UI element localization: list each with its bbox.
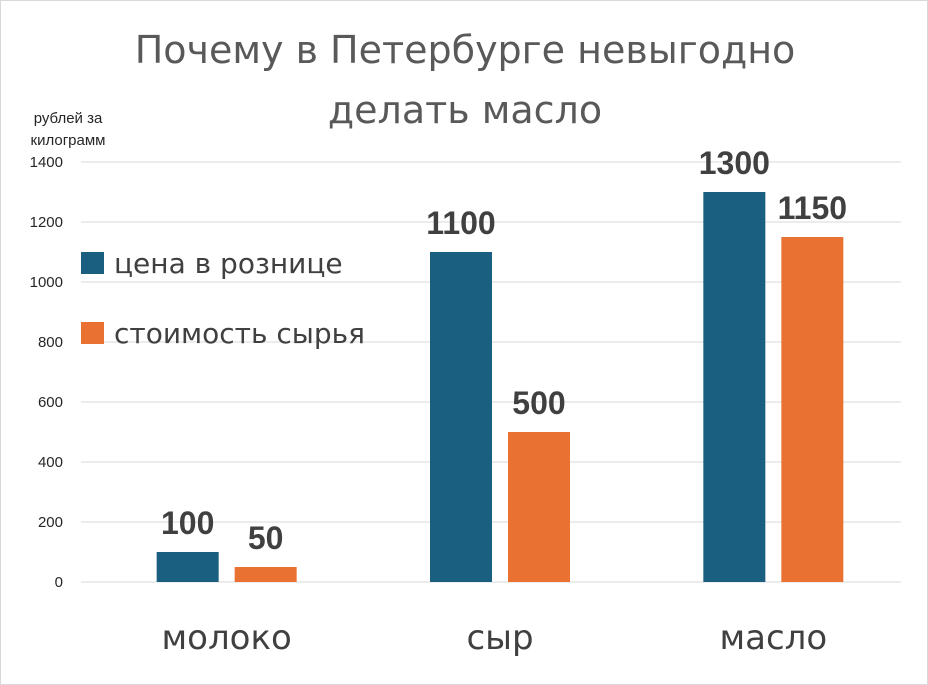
y-tick-label: 200	[38, 514, 63, 531]
y-axis-ticks: 0 200 400 600 800 1000 1200 1400	[30, 154, 63, 591]
legend-item: цена в рознице	[81, 247, 343, 280]
category-label: сыр	[466, 618, 533, 658]
bar	[234, 567, 297, 582]
y-tick-label: 1200	[30, 214, 63, 231]
chart-title-line-2: делать масло	[328, 88, 602, 132]
bar	[430, 252, 492, 582]
y-tick-label: 800	[38, 334, 63, 351]
legend-swatch	[81, 252, 104, 274]
y-axis-label-line-1: рублей за	[34, 110, 103, 127]
chart-title: Почему в Петербурге невыгодно делать мас…	[135, 28, 796, 132]
y-axis-label-line-2: килограмм	[31, 132, 106, 149]
y-tick-label: 400	[38, 454, 63, 471]
category-label: молоко	[162, 618, 292, 658]
bars	[156, 192, 844, 582]
y-axis-label: рублей за килограмм	[31, 110, 106, 149]
y-tick-label: 1400	[30, 154, 63, 171]
y-tick-label: 600	[38, 394, 63, 411]
y-tick-label: 0	[55, 574, 63, 591]
legend-swatch	[81, 322, 104, 344]
bar	[156, 552, 219, 582]
legend-item: стоимость сырья	[81, 317, 365, 350]
bar	[508, 432, 570, 582]
data-label: 1300	[699, 145, 770, 181]
category-labels: молоко сыр масло	[162, 618, 828, 658]
bar	[781, 237, 844, 582]
data-label: 500	[512, 385, 565, 421]
data-label: 50	[248, 520, 284, 556]
category-label: масло	[719, 618, 827, 658]
data-label: 100	[161, 505, 214, 541]
data-label: 1100	[426, 205, 495, 241]
legend: цена в рознице стоимость сырья	[81, 247, 365, 350]
legend-label: стоимость сырья	[114, 317, 365, 350]
chart-title-line-1: Почему в Петербурге невыгодно	[135, 28, 796, 72]
legend-label: цена в рознице	[114, 247, 343, 280]
data-label: 1150	[778, 190, 847, 226]
bar	[703, 192, 766, 582]
y-tick-label: 1000	[30, 274, 63, 291]
